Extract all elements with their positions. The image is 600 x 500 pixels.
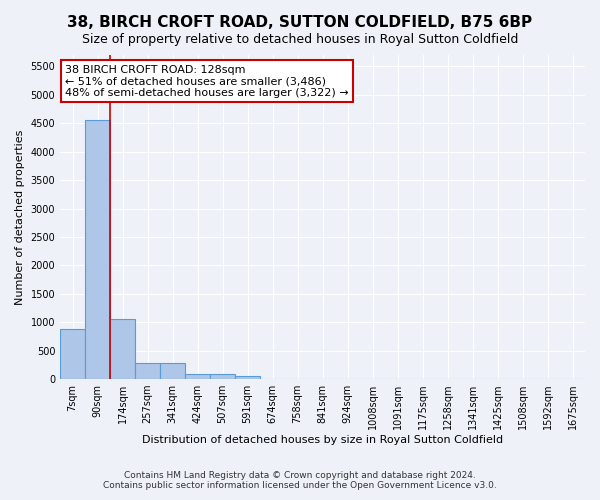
X-axis label: Distribution of detached houses by size in Royal Sutton Coldfield: Distribution of detached houses by size … xyxy=(142,435,503,445)
Text: Size of property relative to detached houses in Royal Sutton Coldfield: Size of property relative to detached ho… xyxy=(82,32,518,46)
Bar xyxy=(185,374,210,379)
Text: 38 BIRCH CROFT ROAD: 128sqm
← 51% of detached houses are smaller (3,486)
48% of : 38 BIRCH CROFT ROAD: 128sqm ← 51% of det… xyxy=(65,64,349,98)
Bar xyxy=(135,362,160,379)
Bar xyxy=(235,376,260,379)
Bar xyxy=(85,120,110,379)
Text: 38, BIRCH CROFT ROAD, SUTTON COLDFIELD, B75 6BP: 38, BIRCH CROFT ROAD, SUTTON COLDFIELD, … xyxy=(67,15,533,30)
Bar xyxy=(60,329,85,379)
Bar xyxy=(210,374,235,379)
Text: Contains HM Land Registry data © Crown copyright and database right 2024.
Contai: Contains HM Land Registry data © Crown c… xyxy=(103,470,497,490)
Bar xyxy=(110,319,135,379)
Y-axis label: Number of detached properties: Number of detached properties xyxy=(15,130,25,304)
Bar xyxy=(160,362,185,379)
